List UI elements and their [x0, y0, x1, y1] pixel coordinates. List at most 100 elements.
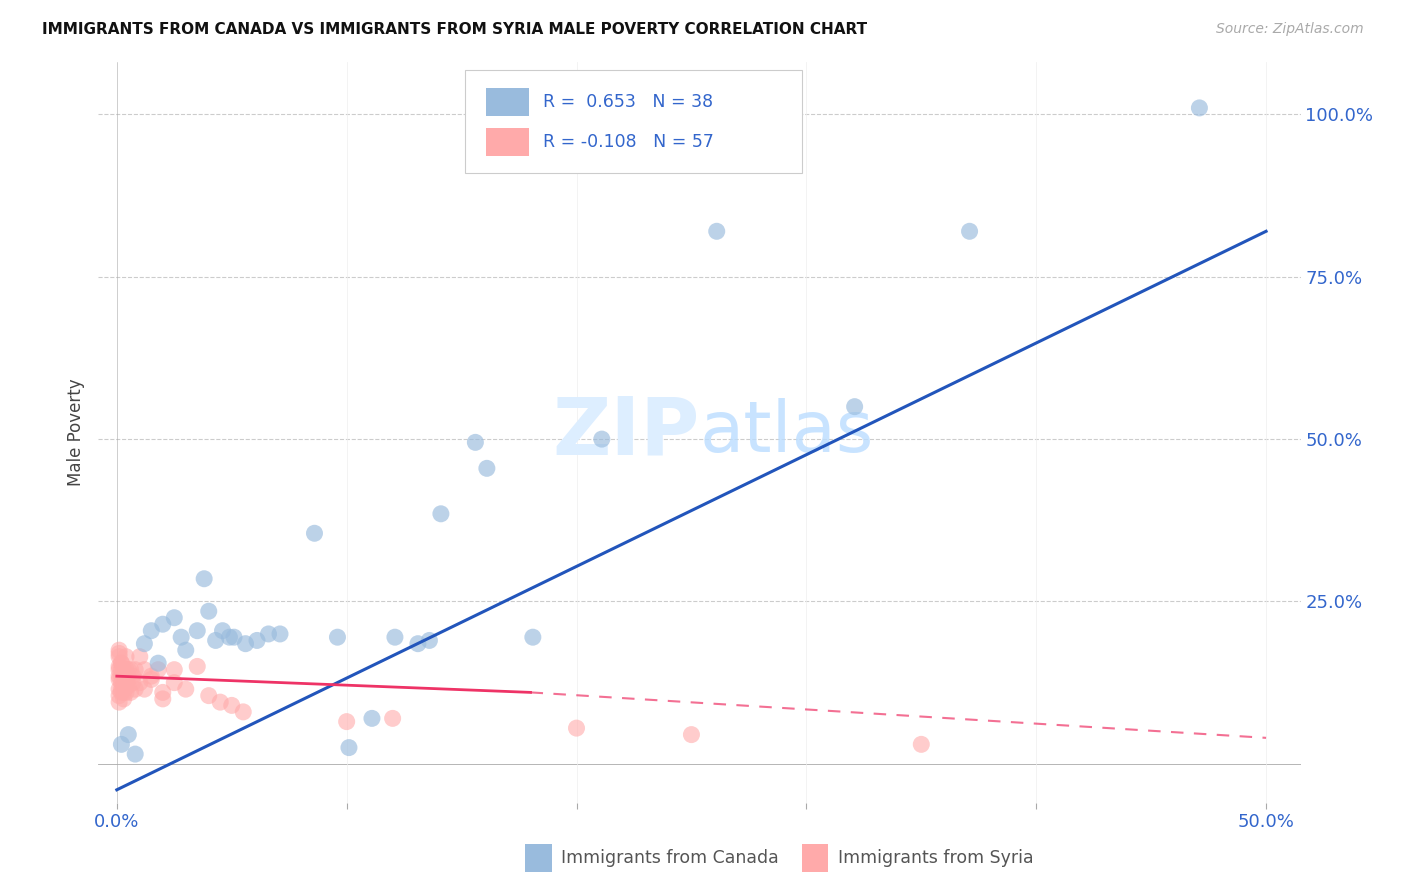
FancyBboxPatch shape [465, 70, 801, 174]
Point [108, 647, 131, 661]
Point [115, 685, 138, 699]
Point [844, 400, 866, 414]
Point [218, 630, 240, 644]
Point [108, 643, 131, 657]
Point [232, 705, 254, 719]
Point [110, 682, 132, 697]
Point [174, 682, 197, 697]
Text: IMMIGRANTS FROM CANADA VS IMMIGRANTS FROM SYRIA MALE POVERTY CORRELATION CHART: IMMIGRANTS FROM CANADA VS IMMIGRANTS FRO… [42, 22, 868, 37]
Point [1188, 101, 1211, 115]
Point [197, 604, 219, 618]
Text: Source: ZipAtlas.com: Source: ZipAtlas.com [1216, 22, 1364, 37]
Point [117, 679, 139, 693]
Point [475, 461, 498, 475]
Point [110, 669, 132, 683]
Point [128, 675, 150, 690]
Point [110, 656, 132, 670]
Text: Immigrants from Canada: Immigrants from Canada [561, 849, 779, 867]
Point [221, 698, 243, 713]
Point [204, 633, 226, 648]
Point [122, 675, 145, 690]
Point [591, 432, 613, 446]
Point [418, 633, 440, 648]
Point [112, 669, 135, 683]
Point [148, 663, 170, 677]
Point [141, 673, 163, 687]
Point [257, 627, 280, 641]
Point [110, 663, 132, 677]
Text: R =  0.653   N = 38: R = 0.653 N = 38 [543, 93, 713, 111]
Point [110, 737, 132, 751]
Point [235, 637, 257, 651]
Point [430, 507, 453, 521]
Point [134, 663, 156, 677]
Point [115, 663, 138, 677]
Point [170, 630, 193, 644]
Point [112, 692, 135, 706]
Point [115, 649, 138, 664]
Point [108, 659, 131, 673]
Point [122, 669, 145, 683]
Point [124, 747, 146, 761]
Point [108, 649, 131, 664]
Y-axis label: Male Poverty: Male Poverty [67, 379, 86, 486]
Point [197, 689, 219, 703]
Point [112, 679, 135, 693]
Point [186, 624, 208, 638]
Text: ZIP: ZIP [553, 393, 700, 472]
Point [174, 643, 197, 657]
Point [117, 728, 139, 742]
Point [269, 627, 291, 641]
Bar [526, 844, 551, 872]
Point [124, 682, 146, 697]
Point [304, 526, 326, 541]
Point [108, 663, 131, 677]
Point [117, 669, 139, 683]
Point [120, 685, 142, 699]
Point [336, 714, 359, 729]
Point [326, 630, 349, 644]
Point [565, 721, 588, 735]
Text: atlas: atlas [700, 398, 875, 467]
Point [110, 656, 132, 670]
Point [193, 572, 215, 586]
Point [152, 617, 174, 632]
Point [381, 711, 404, 725]
Point [108, 669, 131, 683]
Text: Immigrants from Syria: Immigrants from Syria [838, 849, 1033, 867]
Point [134, 637, 156, 651]
Point [134, 682, 156, 697]
Point [246, 633, 269, 648]
Point [186, 659, 208, 673]
Point [115, 679, 138, 693]
Point [108, 695, 131, 709]
Point [141, 669, 163, 683]
Point [384, 630, 406, 644]
Point [108, 682, 131, 697]
Point [141, 624, 163, 638]
Point [128, 649, 150, 664]
Point [112, 663, 135, 677]
Point [112, 685, 135, 699]
Point [910, 737, 932, 751]
Point [681, 728, 703, 742]
Point [361, 711, 384, 725]
Point [117, 663, 139, 677]
Point [108, 689, 131, 703]
Point [464, 435, 486, 450]
Point [211, 624, 233, 638]
Point [209, 695, 232, 709]
Point [337, 740, 360, 755]
Point [110, 675, 132, 690]
Point [120, 663, 142, 677]
Point [152, 692, 174, 706]
Text: R = -0.108   N = 57: R = -0.108 N = 57 [543, 133, 714, 151]
Point [152, 685, 174, 699]
Point [406, 637, 429, 651]
Point [124, 663, 146, 677]
Point [522, 630, 544, 644]
Point [163, 675, 186, 690]
Point [222, 630, 245, 644]
Point [108, 673, 131, 687]
Bar [485, 87, 529, 116]
